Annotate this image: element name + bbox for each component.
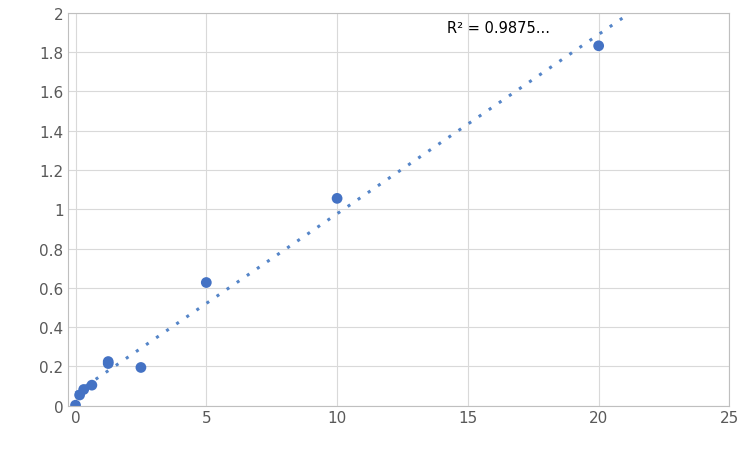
Point xyxy=(102,360,114,367)
Point xyxy=(74,391,86,399)
Point xyxy=(86,382,98,389)
Point xyxy=(69,402,81,409)
Point xyxy=(102,358,114,365)
Point xyxy=(331,195,343,202)
Point xyxy=(200,279,212,286)
Point xyxy=(77,386,89,393)
Point xyxy=(135,364,147,371)
Text: R² = 0.9875...: R² = 0.9875... xyxy=(447,21,550,37)
Point xyxy=(593,43,605,51)
